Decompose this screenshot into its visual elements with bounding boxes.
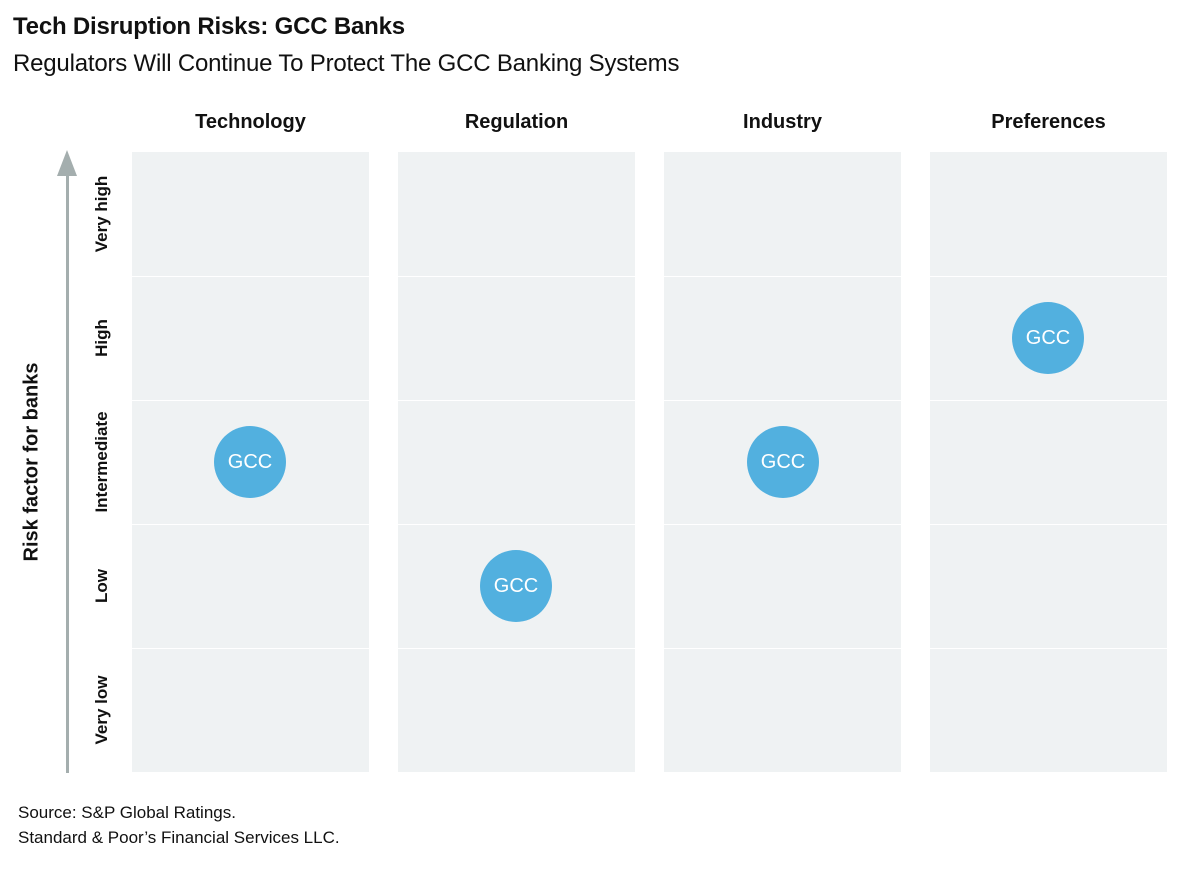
row-divider bbox=[132, 276, 369, 277]
level-label-very-low: Very low bbox=[92, 675, 111, 745]
panel-technology: GCC bbox=[132, 152, 369, 772]
gcc-bubble-regulation: GCC bbox=[480, 550, 552, 622]
row-divider bbox=[930, 524, 1167, 525]
row-divider bbox=[132, 400, 369, 401]
panel-industry: GCC bbox=[664, 152, 901, 772]
level-label-high: High bbox=[92, 319, 111, 357]
row-divider bbox=[930, 400, 1167, 401]
level-label-very-high: Very high bbox=[92, 175, 111, 253]
y-axis-line bbox=[66, 170, 69, 773]
chart-subtitle: Regulators Will Continue To Protect The … bbox=[13, 50, 680, 77]
row-divider bbox=[930, 648, 1167, 649]
row-divider bbox=[398, 400, 635, 401]
gcc-bubble-preferences: GCC bbox=[1012, 302, 1084, 374]
arrow-up-icon bbox=[57, 150, 77, 176]
level-label-low: Low bbox=[92, 569, 111, 603]
row-divider bbox=[664, 276, 901, 277]
row-divider bbox=[398, 524, 635, 525]
column-header-technology: Technology bbox=[195, 111, 306, 133]
panel-preferences: GCC bbox=[930, 152, 1167, 772]
row-divider bbox=[398, 276, 635, 277]
y-axis-title: Risk factor for banks bbox=[20, 362, 43, 562]
row-divider bbox=[930, 276, 1167, 277]
column-header-regulation: Regulation bbox=[464, 111, 569, 133]
row-divider bbox=[664, 524, 901, 525]
row-divider bbox=[664, 648, 901, 649]
column-header-preferences: Preferences bbox=[991, 111, 1106, 133]
gcc-bubble-industry: GCC bbox=[747, 426, 819, 498]
row-divider bbox=[132, 524, 369, 525]
copyright-note: Standard & Poor’s Financial Services LLC… bbox=[18, 828, 340, 847]
gcc-bubble-technology: GCC bbox=[214, 426, 286, 498]
panel-regulation: GCC bbox=[398, 152, 635, 772]
column-header-industry: Industry bbox=[743, 111, 822, 133]
source-note: Source: S&P Global Ratings. bbox=[18, 803, 236, 822]
row-divider bbox=[132, 648, 369, 649]
level-label-intermediate: Intermediate bbox=[92, 411, 111, 513]
row-divider bbox=[664, 400, 901, 401]
chart-title: Tech Disruption Risks: GCC Banks bbox=[13, 13, 405, 40]
row-divider bbox=[398, 648, 635, 649]
